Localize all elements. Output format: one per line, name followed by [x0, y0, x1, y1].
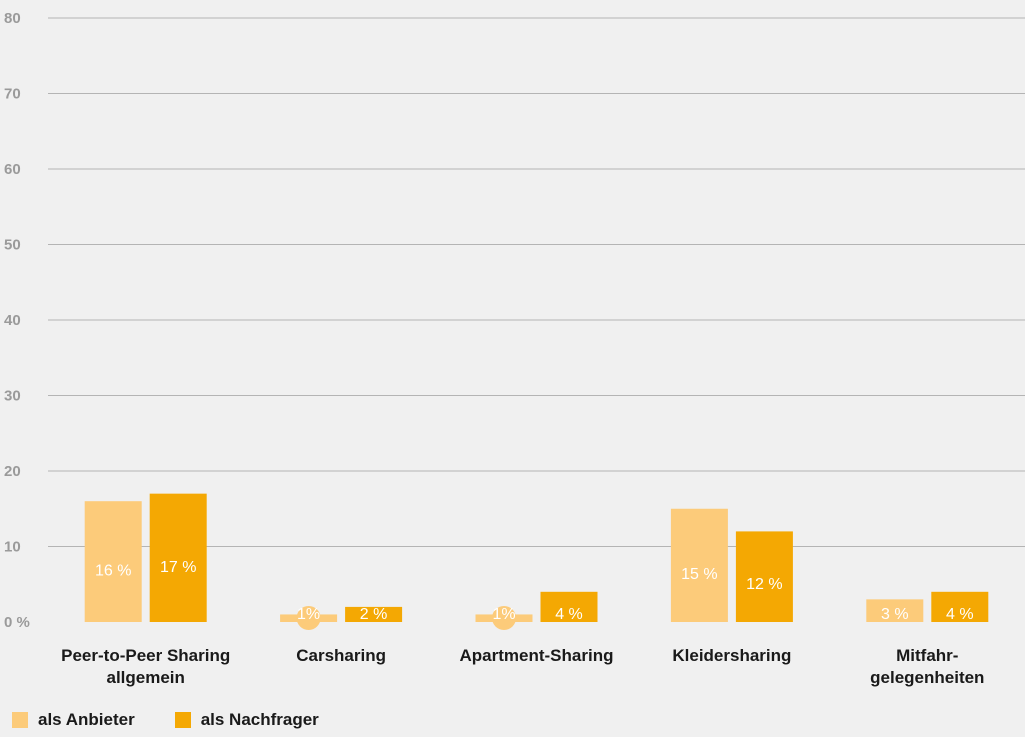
bar	[84, 501, 142, 622]
category-label: Mitfahr-	[896, 646, 958, 665]
legend-swatch-anbieter	[12, 712, 28, 728]
y-tick-label: 0 %	[4, 614, 30, 631]
bar	[345, 606, 403, 622]
y-tick-label: 20	[4, 463, 21, 480]
data-label: 1%	[492, 606, 515, 623]
bar	[670, 508, 728, 622]
bar-label-badge	[492, 606, 516, 630]
data-label: 16 %	[95, 563, 131, 580]
chart-legend: als Anbieter als Nachfrager	[12, 710, 359, 730]
legend-item-nachfrager: als Nachfrager	[174, 710, 319, 730]
data-label: 12 %	[746, 576, 782, 593]
data-label: 4 %	[946, 606, 974, 623]
data-label: 4 %	[555, 606, 583, 623]
bar	[540, 591, 598, 622]
y-tick-label: 10	[4, 539, 21, 556]
legend-swatch-nachfrager	[174, 712, 191, 728]
bar	[866, 599, 924, 622]
category-label: Peer-to-Peer Sharing	[61, 646, 230, 665]
y-tick-label: 50	[4, 237, 21, 254]
legend-item-anbieter: als Anbieter	[12, 710, 135, 730]
category-label: Apartment-Sharing	[460, 646, 614, 665]
data-label: 3 %	[881, 606, 909, 623]
data-label: 2 %	[360, 606, 388, 623]
bar	[931, 591, 989, 622]
category-label: Carsharing	[296, 646, 386, 665]
y-tick-label: 40	[4, 312, 21, 329]
y-tick-label: 30	[4, 388, 21, 405]
category-label: gelegenheiten	[870, 668, 984, 687]
y-tick-label: 60	[4, 161, 21, 178]
bar	[149, 493, 207, 622]
bar-label-badge	[296, 606, 321, 630]
category-label: Kleidersharing	[672, 646, 791, 665]
bar-chart: 0 % 10 20 30 40 50 60 70 80 16 % 17 % Peer-to-Peer …	[4, 10, 1025, 687]
category-label: allgemein	[106, 668, 184, 687]
bar	[735, 531, 793, 622]
legend-label-anbieter: als Anbieter	[38, 710, 135, 729]
y-tick-label: 70	[4, 86, 21, 103]
data-label: 1%	[297, 606, 320, 623]
legend-label-nachfrager: als Nachfrager	[200, 710, 319, 729]
data-label: 15 %	[681, 566, 717, 583]
data-label: 17 %	[160, 559, 196, 576]
y-tick-label: 80	[4, 10, 21, 27]
